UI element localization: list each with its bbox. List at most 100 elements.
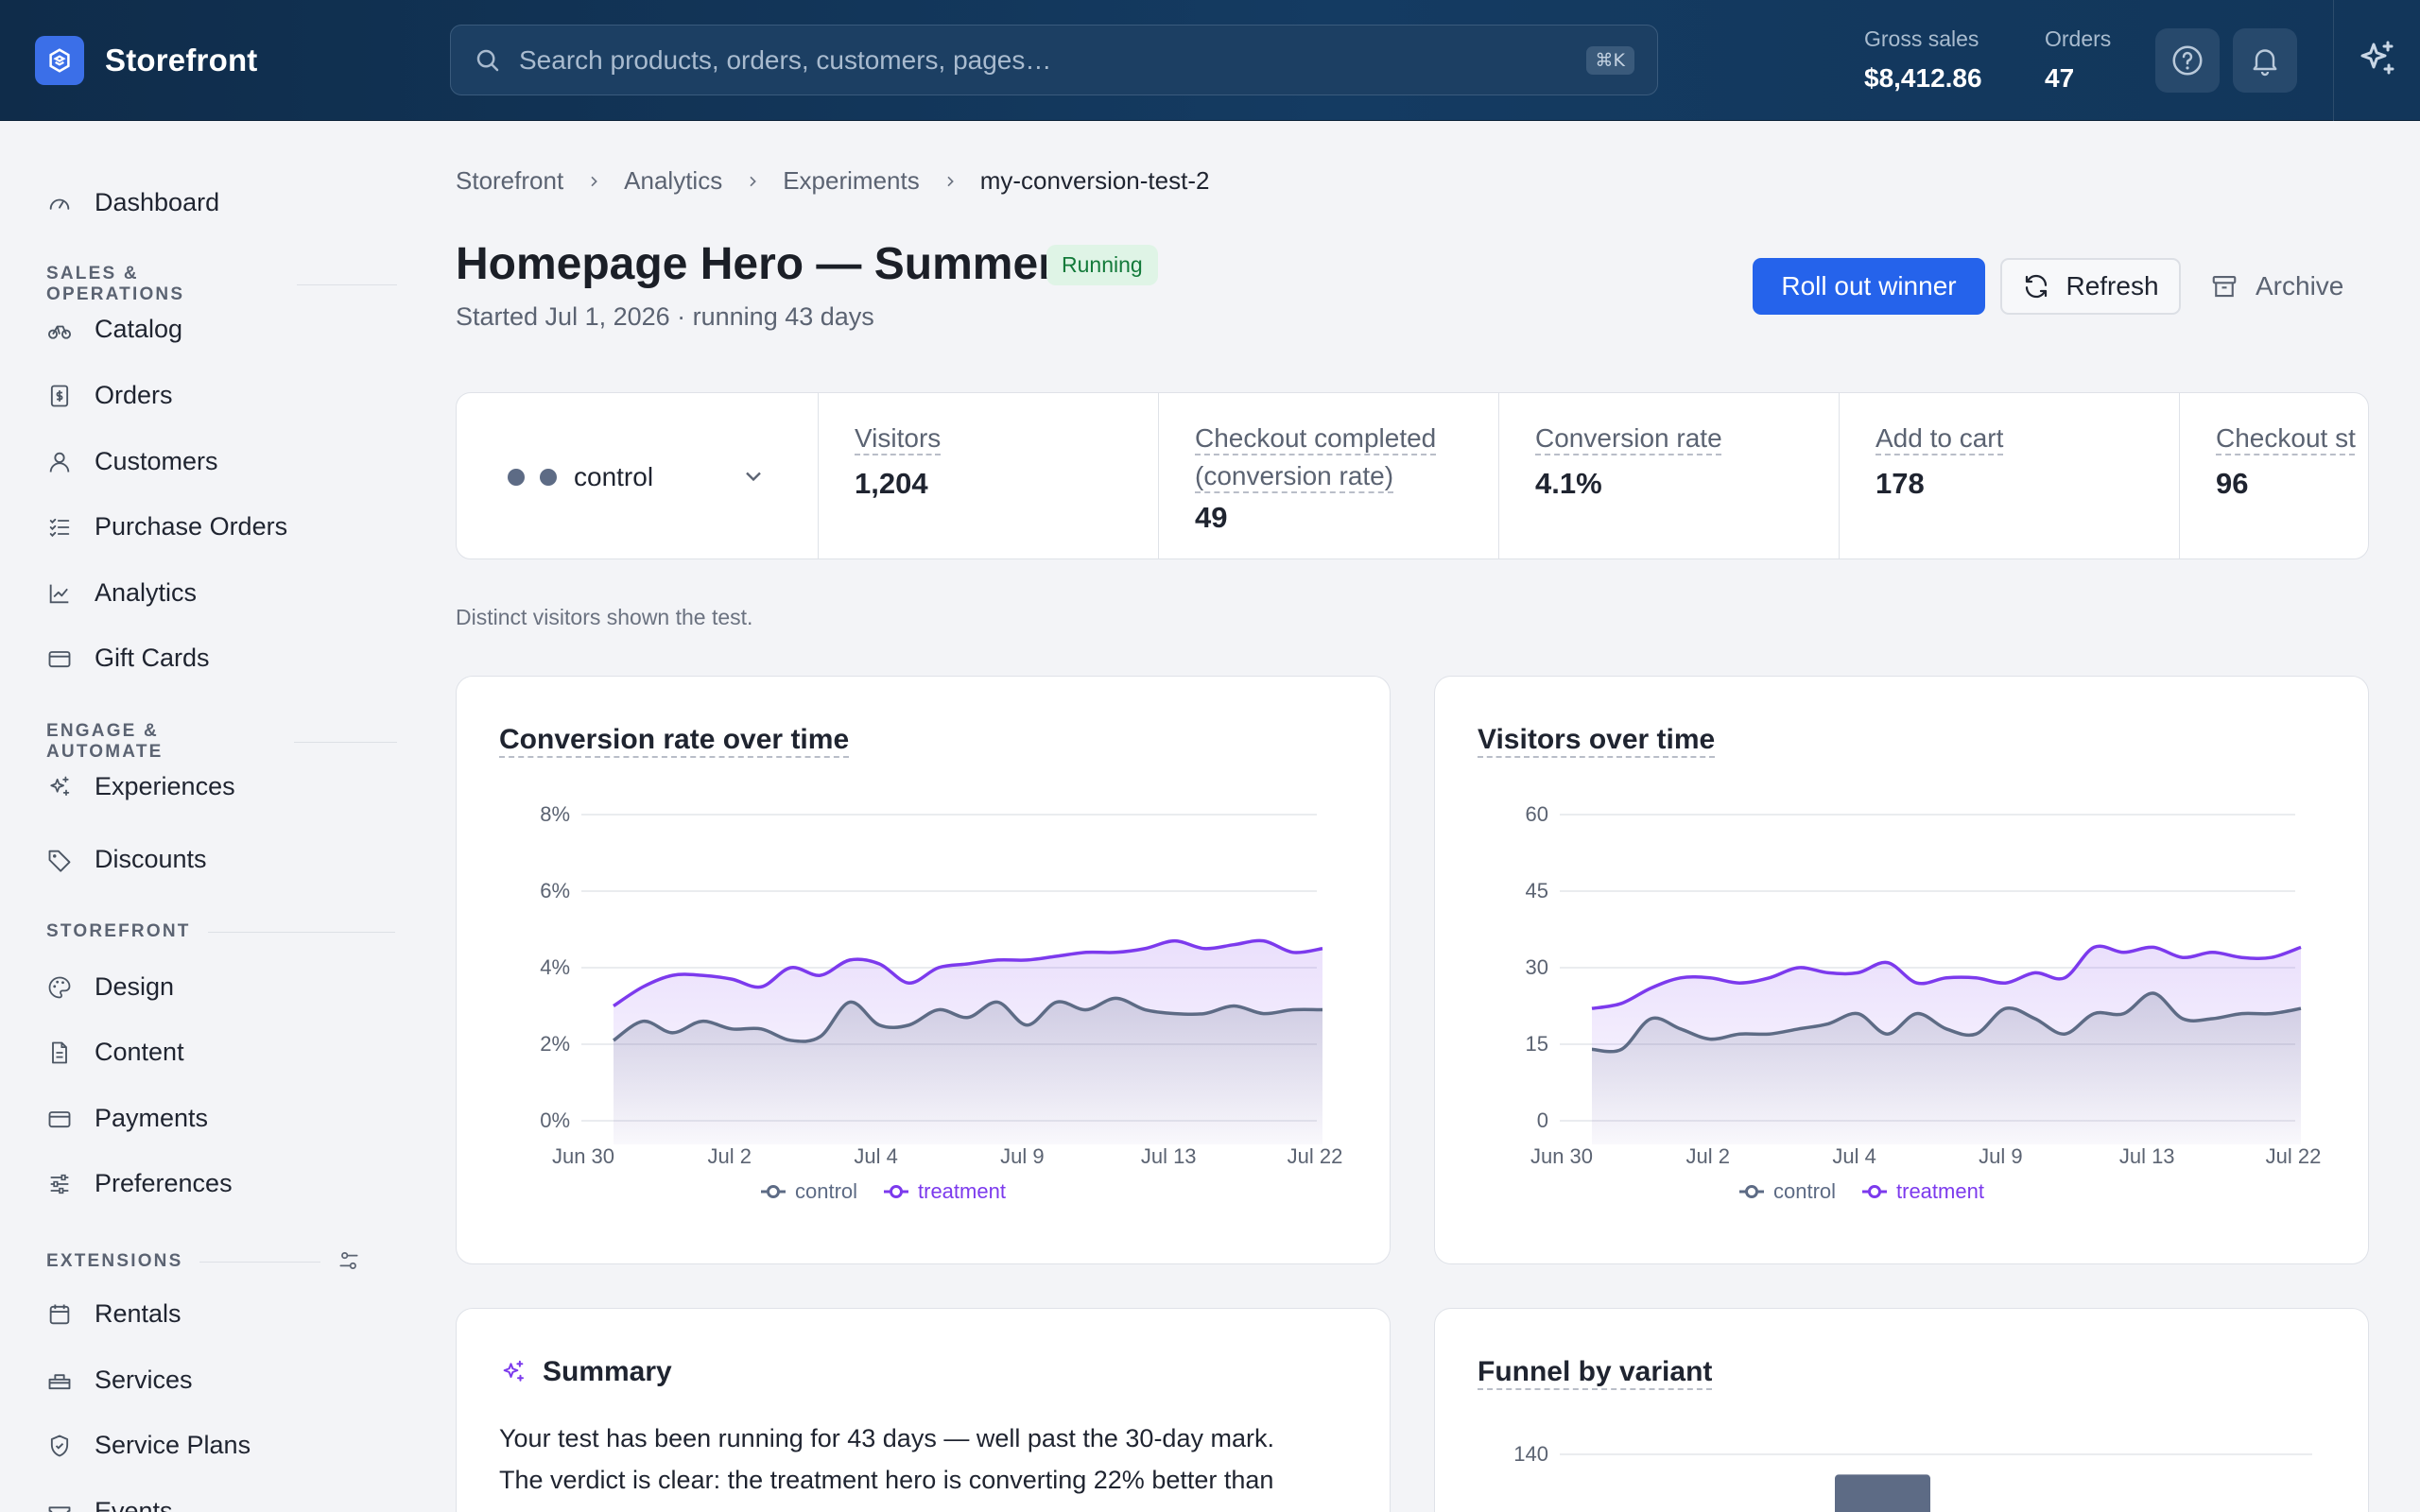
variant-dot [540, 468, 557, 486]
chevron-down-icon[interactable] [740, 463, 767, 490]
breadcrumb-item[interactable]: Experiments [783, 166, 920, 195]
chevron-right-icon [745, 174, 760, 189]
sidebar-item-label: Services [95, 1366, 193, 1394]
customize-extensions-icon[interactable] [337, 1248, 361, 1273]
x-tick-label: Jul 13 [2119, 1144, 2175, 1168]
sidebar-item-rentals[interactable]: Rentals [45, 1299, 182, 1329]
refresh-icon [2022, 272, 2050, 301]
sidebar-item-label: Design [95, 972, 175, 1001]
treatment-line [613, 938, 1323, 1007]
search-input[interactable]: Search products, orders, customers, page… [450, 25, 1658, 95]
conversion-chart-card: Conversion rate over time 0% 2% 4% 6% 8% Jun … [456, 676, 1391, 1264]
orders-label: Orders [2045, 26, 2112, 51]
legend-marker [1745, 1185, 1758, 1198]
app-name: Storefront [105, 43, 258, 77]
breadcrumb-item[interactable]: Storefront [456, 166, 564, 195]
control-area [614, 998, 1322, 1144]
brand[interactable]: Storefront [35, 36, 258, 85]
metric-label: Visitors [855, 423, 942, 453]
metric-label: Checkout st [2216, 423, 2356, 453]
sidebar-item-orders[interactable]: Orders [45, 381, 173, 410]
archive-button[interactable]: Archive [2210, 258, 2343, 315]
sidebar-item-purchase-orders[interactable]: Purchase Orders [45, 512, 287, 541]
toolbox-icon [45, 1366, 74, 1395]
metric-label: (conversion rate) [1195, 461, 1394, 490]
sidebar-item-content[interactable]: Content [45, 1038, 184, 1067]
refresh-label: Refresh [2066, 271, 2159, 301]
metric-value: 4.1% [1535, 467, 1602, 500]
legend-label: control [1773, 1179, 1836, 1203]
chevron-right-icon [942, 174, 958, 189]
x-tick-label: Jul 2 [708, 1144, 752, 1168]
metric-label: Conversion rate [1535, 423, 1722, 453]
y-tick-label: 30 [1526, 955, 1548, 979]
sidebar-item-events[interactable]: Events [45, 1497, 173, 1512]
sidebar-item-services[interactable]: Services [45, 1366, 193, 1395]
y-tick-label: 0 [1537, 1108, 1548, 1132]
section-label: EXTENSIONS [46, 1251, 183, 1271]
x-tick-label: Jul 22 [1288, 1144, 1343, 1168]
user-icon [45, 448, 74, 476]
y-tick-label: 15 [1526, 1032, 1548, 1056]
metric-conversion-rate: Conversion rate 4.1% [1498, 393, 1839, 558]
calendar-icon [45, 1300, 74, 1329]
metric-value: 49 [1195, 501, 1228, 534]
sidebar-item-gift-cards[interactable]: Gift Cards [45, 644, 210, 673]
document-icon [45, 1039, 74, 1067]
metric-label: Add to cart [1876, 423, 2004, 453]
y-tick-label: 60 [1526, 802, 1548, 826]
breadcrumb-current: my-conversion-test-2 [979, 166, 1210, 195]
sidebar-item-catalog[interactable]: Catalog [45, 315, 182, 344]
ticket-icon [45, 1498, 74, 1512]
metric-add-to-cart: Add to cart 178 [1839, 393, 2179, 558]
search-shortcut: ⌘K [1585, 45, 1634, 75]
summary-text: Your test has been running for 43 days —… [499, 1418, 1369, 1501]
sidebar-item-label: Service Plans [95, 1431, 251, 1459]
sidebar-item-dashboard[interactable]: Dashboard [45, 188, 219, 217]
sidebar-item-payments[interactable]: Payments [45, 1104, 208, 1133]
checklist-icon [45, 513, 74, 541]
sidebar-item-discounts[interactable]: Discounts [45, 845, 207, 874]
palette-icon [45, 973, 74, 1002]
metric-value: 96 [2216, 467, 2249, 500]
funnel-bar-control [1835, 1474, 1930, 1512]
help-button[interactable] [2155, 28, 2220, 93]
section-sales-operations: SALES & OPERATIONS [46, 264, 397, 305]
help-icon [2169, 43, 2205, 78]
ai-assistant-button[interactable] [2355, 37, 2400, 82]
refresh-button[interactable]: Refresh [2000, 258, 2181, 315]
metrics-strip: control Visitors 1,204 Checkout complete… [456, 392, 2369, 559]
legend-label: control [795, 1179, 857, 1203]
metric-visitors: Visitors 1,204 [818, 393, 1158, 558]
metric-checkout-completed: Checkout completed (conversion rate) 49 [1158, 393, 1498, 558]
metric-value: 178 [1876, 467, 1925, 500]
visitors-chart-card: Visitors over time 0 15 30 45 60 Jun 30 Jul 2 J… [1434, 676, 2369, 1264]
sidebar-item-label: Payments [95, 1104, 209, 1132]
summary-line: The verdict is clear: the treatment hero… [499, 1466, 1274, 1494]
sidebar-item-label: Customers [95, 447, 218, 475]
notifications-button[interactable] [2233, 28, 2297, 93]
visitors-chart: 0 15 30 45 60 Jun 30 Jul 2 Jul 4 Jul 9 Jul 13 Jul … [1526, 802, 2322, 1203]
sidebar-item-design[interactable]: Design [45, 972, 174, 1002]
variant-select[interactable]: control [508, 393, 653, 558]
sidebar-item-label: Gift Cards [95, 644, 210, 672]
sidebar-item-service-plans[interactable]: Service Plans [45, 1431, 251, 1460]
legend-label: treatment [918, 1179, 1006, 1203]
roll-out-winner-button[interactable]: Roll out winner [1753, 258, 1985, 315]
x-tick-label: Jul 2 [1686, 1144, 1730, 1168]
breadcrumb-item[interactable]: Analytics [624, 166, 723, 195]
status-badge: Running [1046, 245, 1158, 285]
sidebar-item-analytics[interactable]: Analytics [45, 578, 197, 608]
receipt-icon [45, 382, 74, 410]
top-bar: Storefront Search products, orders, cust… [0, 0, 2420, 121]
sidebar-item-customers[interactable]: Customers [45, 447, 218, 476]
y-tick-label: 0% [540, 1108, 570, 1132]
summary-header: Summary [499, 1356, 672, 1388]
sidebar-item-experiences[interactable]: Experiences [45, 772, 235, 801]
bell-icon [2248, 43, 2282, 77]
treatment-line [1591, 944, 2302, 1010]
conversion-rate-chart: 0% 2% 4% 6% 8% Jun 30 Jul 2 Jul 4 Jul 9 Jul 13 Jul… [540, 802, 1343, 1203]
sidebar-item-preferences[interactable]: Preferences [45, 1169, 233, 1198]
funnel-chart-card: Funnel by variant 140 [1434, 1308, 2369, 1512]
gross-sales-label: Gross sales [1864, 26, 1979, 51]
